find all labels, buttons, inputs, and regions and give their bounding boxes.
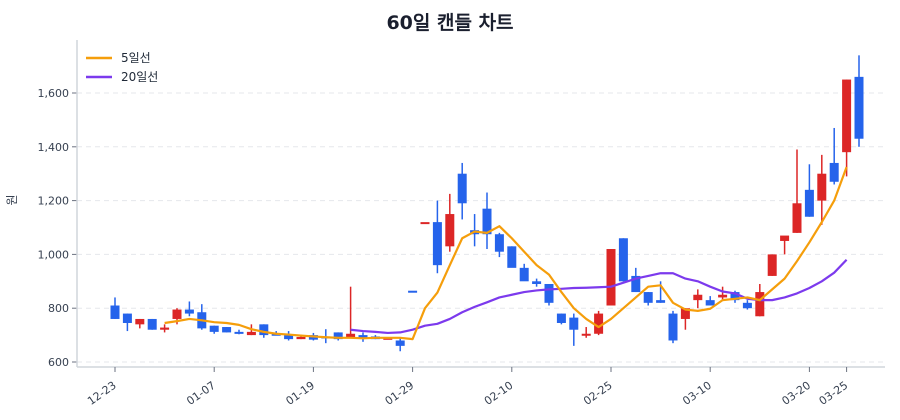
- legend-label-ma20: 20일선: [121, 70, 158, 84]
- candle: [160, 324, 170, 333]
- x-tick-label: 01-19: [283, 379, 317, 408]
- candle: [581, 327, 591, 338]
- candle: [718, 286, 728, 301]
- candle: [482, 192, 492, 250]
- candle: [804, 164, 814, 217]
- candle: [470, 214, 480, 247]
- candle: [556, 313, 566, 325]
- x-tick-label: 01-29: [383, 379, 417, 408]
- x-tick-label: 02-25: [581, 379, 615, 408]
- legend: 5일선 20일선: [86, 51, 158, 84]
- candle: [532, 278, 542, 287]
- axes: [72, 40, 885, 372]
- y-tick-label: 1,600: [38, 87, 70, 100]
- candle: [507, 246, 517, 268]
- x-tick-label: 03-20: [779, 379, 813, 408]
- candle: [420, 222, 430, 225]
- legend-label-ma5: 5일선: [121, 51, 151, 65]
- candles: [110, 55, 864, 352]
- candle: [284, 331, 294, 341]
- candle: [631, 267, 641, 293]
- y-tick-label: 600: [48, 356, 69, 369]
- candle: [296, 336, 306, 340]
- legend-item-ma20: 20일선: [86, 70, 158, 84]
- candle: [817, 154, 827, 225]
- candle: [842, 79, 852, 177]
- candle: [643, 292, 653, 306]
- x-tick-label: 02-10: [482, 379, 516, 408]
- candle: [693, 289, 703, 309]
- candle: [854, 55, 864, 147]
- candle: [569, 313, 579, 346]
- candle: [780, 235, 790, 255]
- candle: [122, 313, 132, 332]
- candle: [742, 300, 752, 310]
- candle: [395, 337, 405, 352]
- x-tick-label: 03-10: [680, 379, 714, 408]
- x-axis-tick-labels: 12-23 01-07 01-19 01-29 02-10 02-25 03-10 03-20…: [85, 379, 850, 408]
- ma20-line: [350, 259, 848, 335]
- x-tick-label: 03-25: [817, 379, 851, 408]
- candle: [680, 308, 690, 330]
- candle: [234, 329, 244, 335]
- y-tick-label: 1,400: [38, 141, 70, 154]
- candle: [445, 193, 455, 252]
- y-axis-tick-labels: 600 800 1,000 1,200 1,400 1,600: [38, 87, 70, 369]
- y-tick-label: 800: [48, 302, 69, 315]
- candle: [358, 332, 368, 342]
- candle: [184, 301, 194, 317]
- candle: [544, 283, 554, 306]
- candle: [606, 249, 616, 306]
- legend-item-ma5: 5일선: [86, 51, 151, 65]
- candle: [618, 238, 628, 282]
- chart-title: 60일 캔들 차트: [386, 12, 514, 34]
- candle: [333, 332, 343, 341]
- candle: [594, 310, 604, 336]
- x-tick-label: 01-07: [184, 379, 218, 408]
- candle: [408, 290, 418, 293]
- candle: [222, 327, 232, 333]
- candle: [829, 127, 839, 185]
- y-tick-label: 1,000: [38, 248, 70, 261]
- candle: [346, 286, 356, 338]
- candle: [494, 232, 504, 258]
- candle: [519, 263, 529, 282]
- candle: [209, 325, 219, 334]
- candle: [767, 254, 777, 276]
- ma5-line: [164, 166, 848, 341]
- y-tick-label: 1,200: [38, 195, 70, 208]
- y-axis-label: 원: [5, 194, 19, 205]
- candle: [668, 310, 678, 344]
- x-tick-label: 12-23: [85, 379, 119, 408]
- candle: [705, 296, 715, 306]
- candle: [792, 149, 802, 233]
- candle: [432, 200, 442, 274]
- candle: [457, 162, 467, 220]
- candle: [135, 318, 145, 329]
- candle: [147, 318, 157, 330]
- candle: [110, 297, 120, 319]
